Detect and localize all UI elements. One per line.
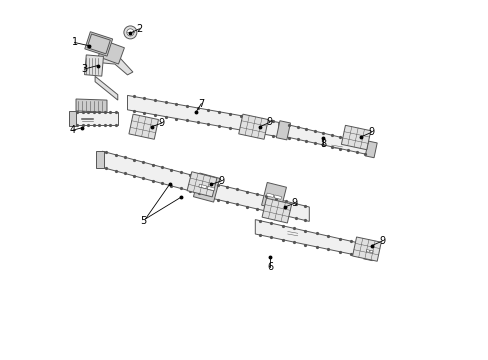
Text: 9: 9: [367, 127, 373, 138]
Text: 2: 2: [136, 24, 142, 34]
Text: 9: 9: [290, 198, 297, 208]
Polygon shape: [365, 141, 376, 158]
Polygon shape: [96, 151, 103, 168]
Polygon shape: [341, 125, 370, 150]
Text: 3: 3: [81, 64, 87, 74]
Circle shape: [126, 29, 134, 36]
Polygon shape: [285, 124, 368, 155]
Text: 7: 7: [198, 99, 204, 109]
Polygon shape: [75, 112, 118, 125]
Text: 4: 4: [69, 125, 75, 135]
Polygon shape: [95, 76, 118, 100]
Polygon shape: [98, 40, 124, 64]
Polygon shape: [206, 186, 214, 191]
Polygon shape: [255, 220, 366, 257]
Polygon shape: [274, 195, 281, 199]
Text: 9: 9: [218, 176, 224, 186]
Polygon shape: [193, 173, 220, 202]
Polygon shape: [127, 95, 278, 137]
Polygon shape: [129, 114, 158, 139]
Text: 6: 6: [267, 262, 273, 272]
Polygon shape: [238, 114, 268, 139]
Polygon shape: [266, 193, 273, 197]
Polygon shape: [276, 121, 290, 140]
Polygon shape: [213, 184, 309, 221]
Text: 5: 5: [140, 216, 146, 226]
Text: 9: 9: [158, 118, 164, 128]
Polygon shape: [100, 57, 133, 75]
Polygon shape: [198, 184, 206, 189]
Polygon shape: [69, 111, 76, 126]
Polygon shape: [102, 151, 203, 194]
Circle shape: [123, 26, 137, 39]
Polygon shape: [262, 198, 291, 223]
Text: 9: 9: [266, 117, 272, 127]
Polygon shape: [352, 237, 381, 261]
Polygon shape: [261, 183, 286, 210]
Text: 9: 9: [378, 236, 384, 246]
Polygon shape: [369, 250, 372, 253]
Polygon shape: [187, 172, 217, 197]
Text: 1: 1: [71, 37, 78, 48]
Polygon shape: [84, 32, 112, 56]
Text: 8: 8: [319, 139, 325, 149]
Polygon shape: [363, 242, 375, 261]
Polygon shape: [84, 55, 103, 76]
Polygon shape: [366, 249, 369, 252]
Polygon shape: [76, 99, 107, 112]
